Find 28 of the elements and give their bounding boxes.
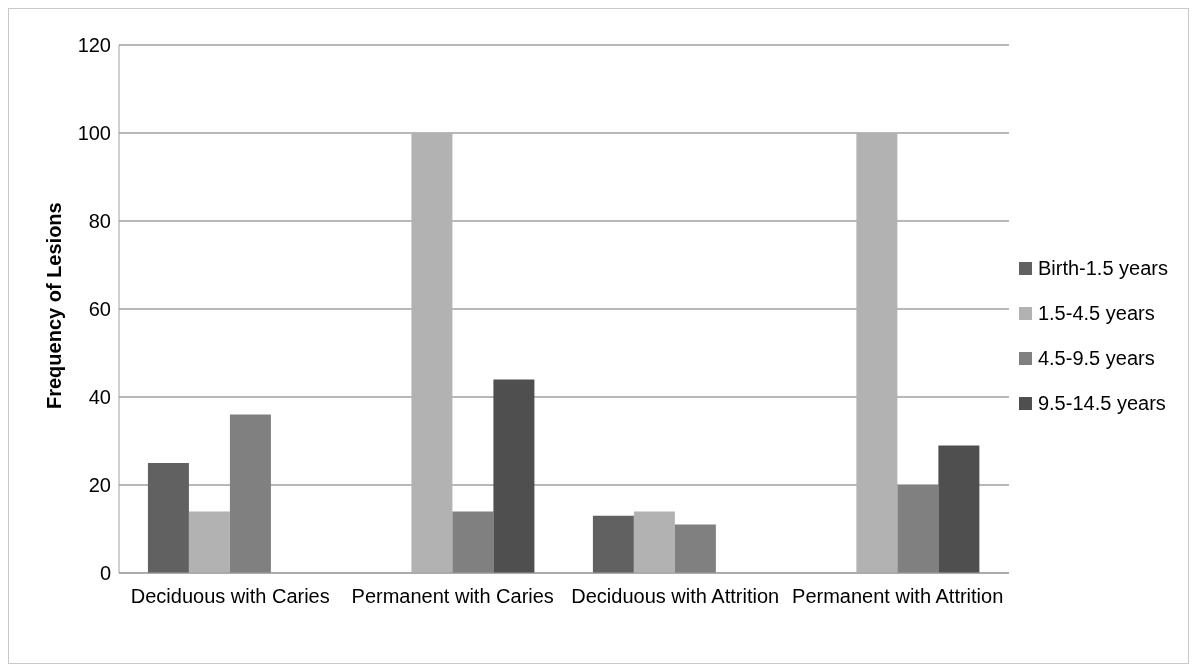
bar: [674, 524, 716, 573]
bar: [633, 511, 675, 573]
legend-label: 4.5-9.5 years: [1037, 347, 1155, 370]
bar: [229, 414, 271, 573]
legend-label: 1.5-4.5 years: [1037, 302, 1155, 325]
bar: [452, 511, 494, 573]
bar: [938, 445, 980, 573]
bar: [493, 379, 535, 573]
y-tick-label: 20: [88, 474, 111, 497]
bar: [147, 463, 189, 573]
x-tick-label: Deciduous with Attrition: [571, 585, 780, 608]
y-tick-label: 80: [88, 210, 111, 233]
y-tick-label: 0: [99, 562, 111, 585]
bar: [188, 511, 230, 573]
x-tick-label: Permanent with Attrition: [792, 585, 1004, 608]
y-axis-title: Frequency of Lesions: [43, 202, 66, 409]
bar: [856, 133, 898, 573]
y-tick-label: 40: [88, 386, 111, 409]
bar: [411, 133, 453, 573]
bar: [592, 515, 634, 573]
x-tick-label: Permanent with Caries: [351, 585, 554, 608]
x-tick-label: Deciduous with Caries: [130, 585, 330, 608]
legend-label: 9.5-14.5 years: [1037, 392, 1166, 415]
legend-label: Birth-1.5 years: [1037, 257, 1168, 280]
bar: [897, 485, 939, 573]
y-tick-label: 100: [77, 122, 111, 145]
y-tick-label: 60: [88, 298, 111, 321]
y-tick-label: 120: [77, 34, 111, 57]
